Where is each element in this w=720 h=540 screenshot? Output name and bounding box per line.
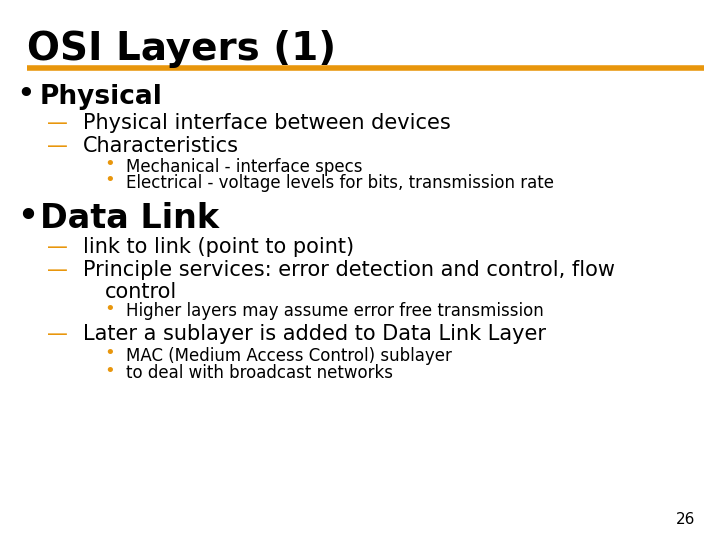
Text: —: — <box>47 260 68 280</box>
Text: •: • <box>104 171 115 189</box>
Text: Physical interface between devices: Physical interface between devices <box>83 113 451 133</box>
Text: —: — <box>47 237 68 256</box>
Text: control: control <box>104 282 176 302</box>
Text: link to link (point to point): link to link (point to point) <box>83 237 354 256</box>
Text: Characteristics: Characteristics <box>83 136 239 156</box>
Text: Principle services: error detection and control, flow: Principle services: error detection and … <box>83 260 615 280</box>
Text: OSI Layers (1): OSI Layers (1) <box>27 30 336 68</box>
Text: Mechanical - interface specs: Mechanical - interface specs <box>126 158 362 176</box>
Text: Later a sublayer is added to Data Link Layer: Later a sublayer is added to Data Link L… <box>83 324 546 344</box>
Text: —: — <box>47 113 68 133</box>
Text: —: — <box>47 136 68 156</box>
Text: •: • <box>104 344 115 362</box>
Text: •: • <box>104 300 115 318</box>
Text: •: • <box>17 198 40 236</box>
Text: •: • <box>104 155 115 173</box>
Text: 26: 26 <box>675 511 695 526</box>
Text: to deal with broadcast networks: to deal with broadcast networks <box>126 364 393 382</box>
Text: Physical: Physical <box>40 84 163 110</box>
Text: •: • <box>104 362 115 380</box>
Text: MAC (Medium Access Control) sublayer: MAC (Medium Access Control) sublayer <box>126 347 452 364</box>
Text: Higher layers may assume error free transmission: Higher layers may assume error free tran… <box>126 302 544 320</box>
Text: Electrical - voltage levels for bits, transmission rate: Electrical - voltage levels for bits, tr… <box>126 174 554 192</box>
Text: —: — <box>47 324 68 344</box>
Text: •: • <box>17 79 35 110</box>
Text: Data Link: Data Link <box>40 202 219 235</box>
